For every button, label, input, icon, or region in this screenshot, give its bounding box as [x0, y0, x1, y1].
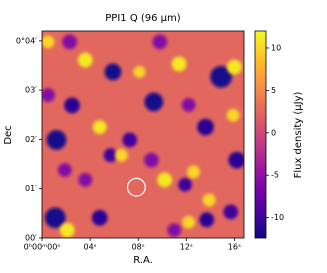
colorbar-label: Flux density (μJy) [293, 91, 304, 178]
source [181, 98, 196, 112]
source [144, 152, 159, 168]
colorbar [254, 30, 267, 239]
source [57, 163, 72, 177]
source [223, 204, 239, 220]
source [167, 223, 182, 238]
source [42, 88, 55, 102]
x-tick-label: 04ˢ [84, 243, 97, 252]
source [44, 207, 66, 229]
colorbar-tick-label: 10 [271, 43, 281, 52]
source [133, 65, 146, 78]
chart-title: PPI1 Q (96 μm) [105, 13, 181, 24]
source [103, 148, 118, 163]
source [59, 222, 75, 238]
source [92, 120, 107, 135]
image [42, 31, 244, 238]
source [42, 35, 55, 49]
x-tick-label: 0ʰ00ᵐ00ˢ [24, 243, 61, 252]
source [157, 172, 173, 188]
source [114, 148, 128, 162]
source [152, 34, 168, 50]
source [144, 92, 164, 112]
source [171, 56, 187, 72]
x-axis-label: R.A. [133, 255, 153, 266]
source [187, 165, 200, 179]
plot-frame [41, 30, 245, 239]
source [62, 34, 78, 50]
y-tick-label: 0°04′ [16, 36, 37, 45]
y-tick-label: 01′ [25, 184, 37, 193]
overlay: 0ʰ00ᵐ00ˢ 04ˢ 08ˢ 12ˢ 16ˢ 00′ 01′ 02′ 03′ 0°04′ -10… [16, 30, 284, 252]
source [78, 172, 93, 187]
source [46, 130, 67, 150]
x-tick-label: 16ˢ [228, 243, 241, 252]
y-tick-label: 03′ [25, 86, 37, 95]
colorbar-tick-label: -5 [271, 171, 279, 180]
y-tick-label: 02′ [25, 135, 37, 144]
marker-circle [126, 177, 146, 197]
source [178, 177, 192, 192]
source [228, 151, 244, 169]
y-axis-label: Dec [3, 125, 14, 144]
source [226, 108, 240, 122]
source [182, 215, 196, 229]
colorbar-tick-label: 0 [271, 128, 276, 137]
source [210, 65, 232, 88]
source [77, 52, 93, 68]
source [122, 132, 138, 148]
source [197, 118, 214, 136]
source [104, 63, 122, 81]
source [202, 193, 216, 207]
background [42, 31, 244, 238]
source [226, 59, 242, 75]
source [199, 212, 215, 228]
colorbar-tick-label: -10 [271, 213, 284, 222]
x-tick-label: 12ˢ [180, 243, 193, 252]
x-tick-label: 08ˢ [132, 243, 145, 252]
y-tick-label: 00′ [25, 234, 37, 243]
source [64, 97, 80, 114]
source [91, 209, 108, 226]
colorbar-tick-label: 5 [271, 86, 276, 95]
